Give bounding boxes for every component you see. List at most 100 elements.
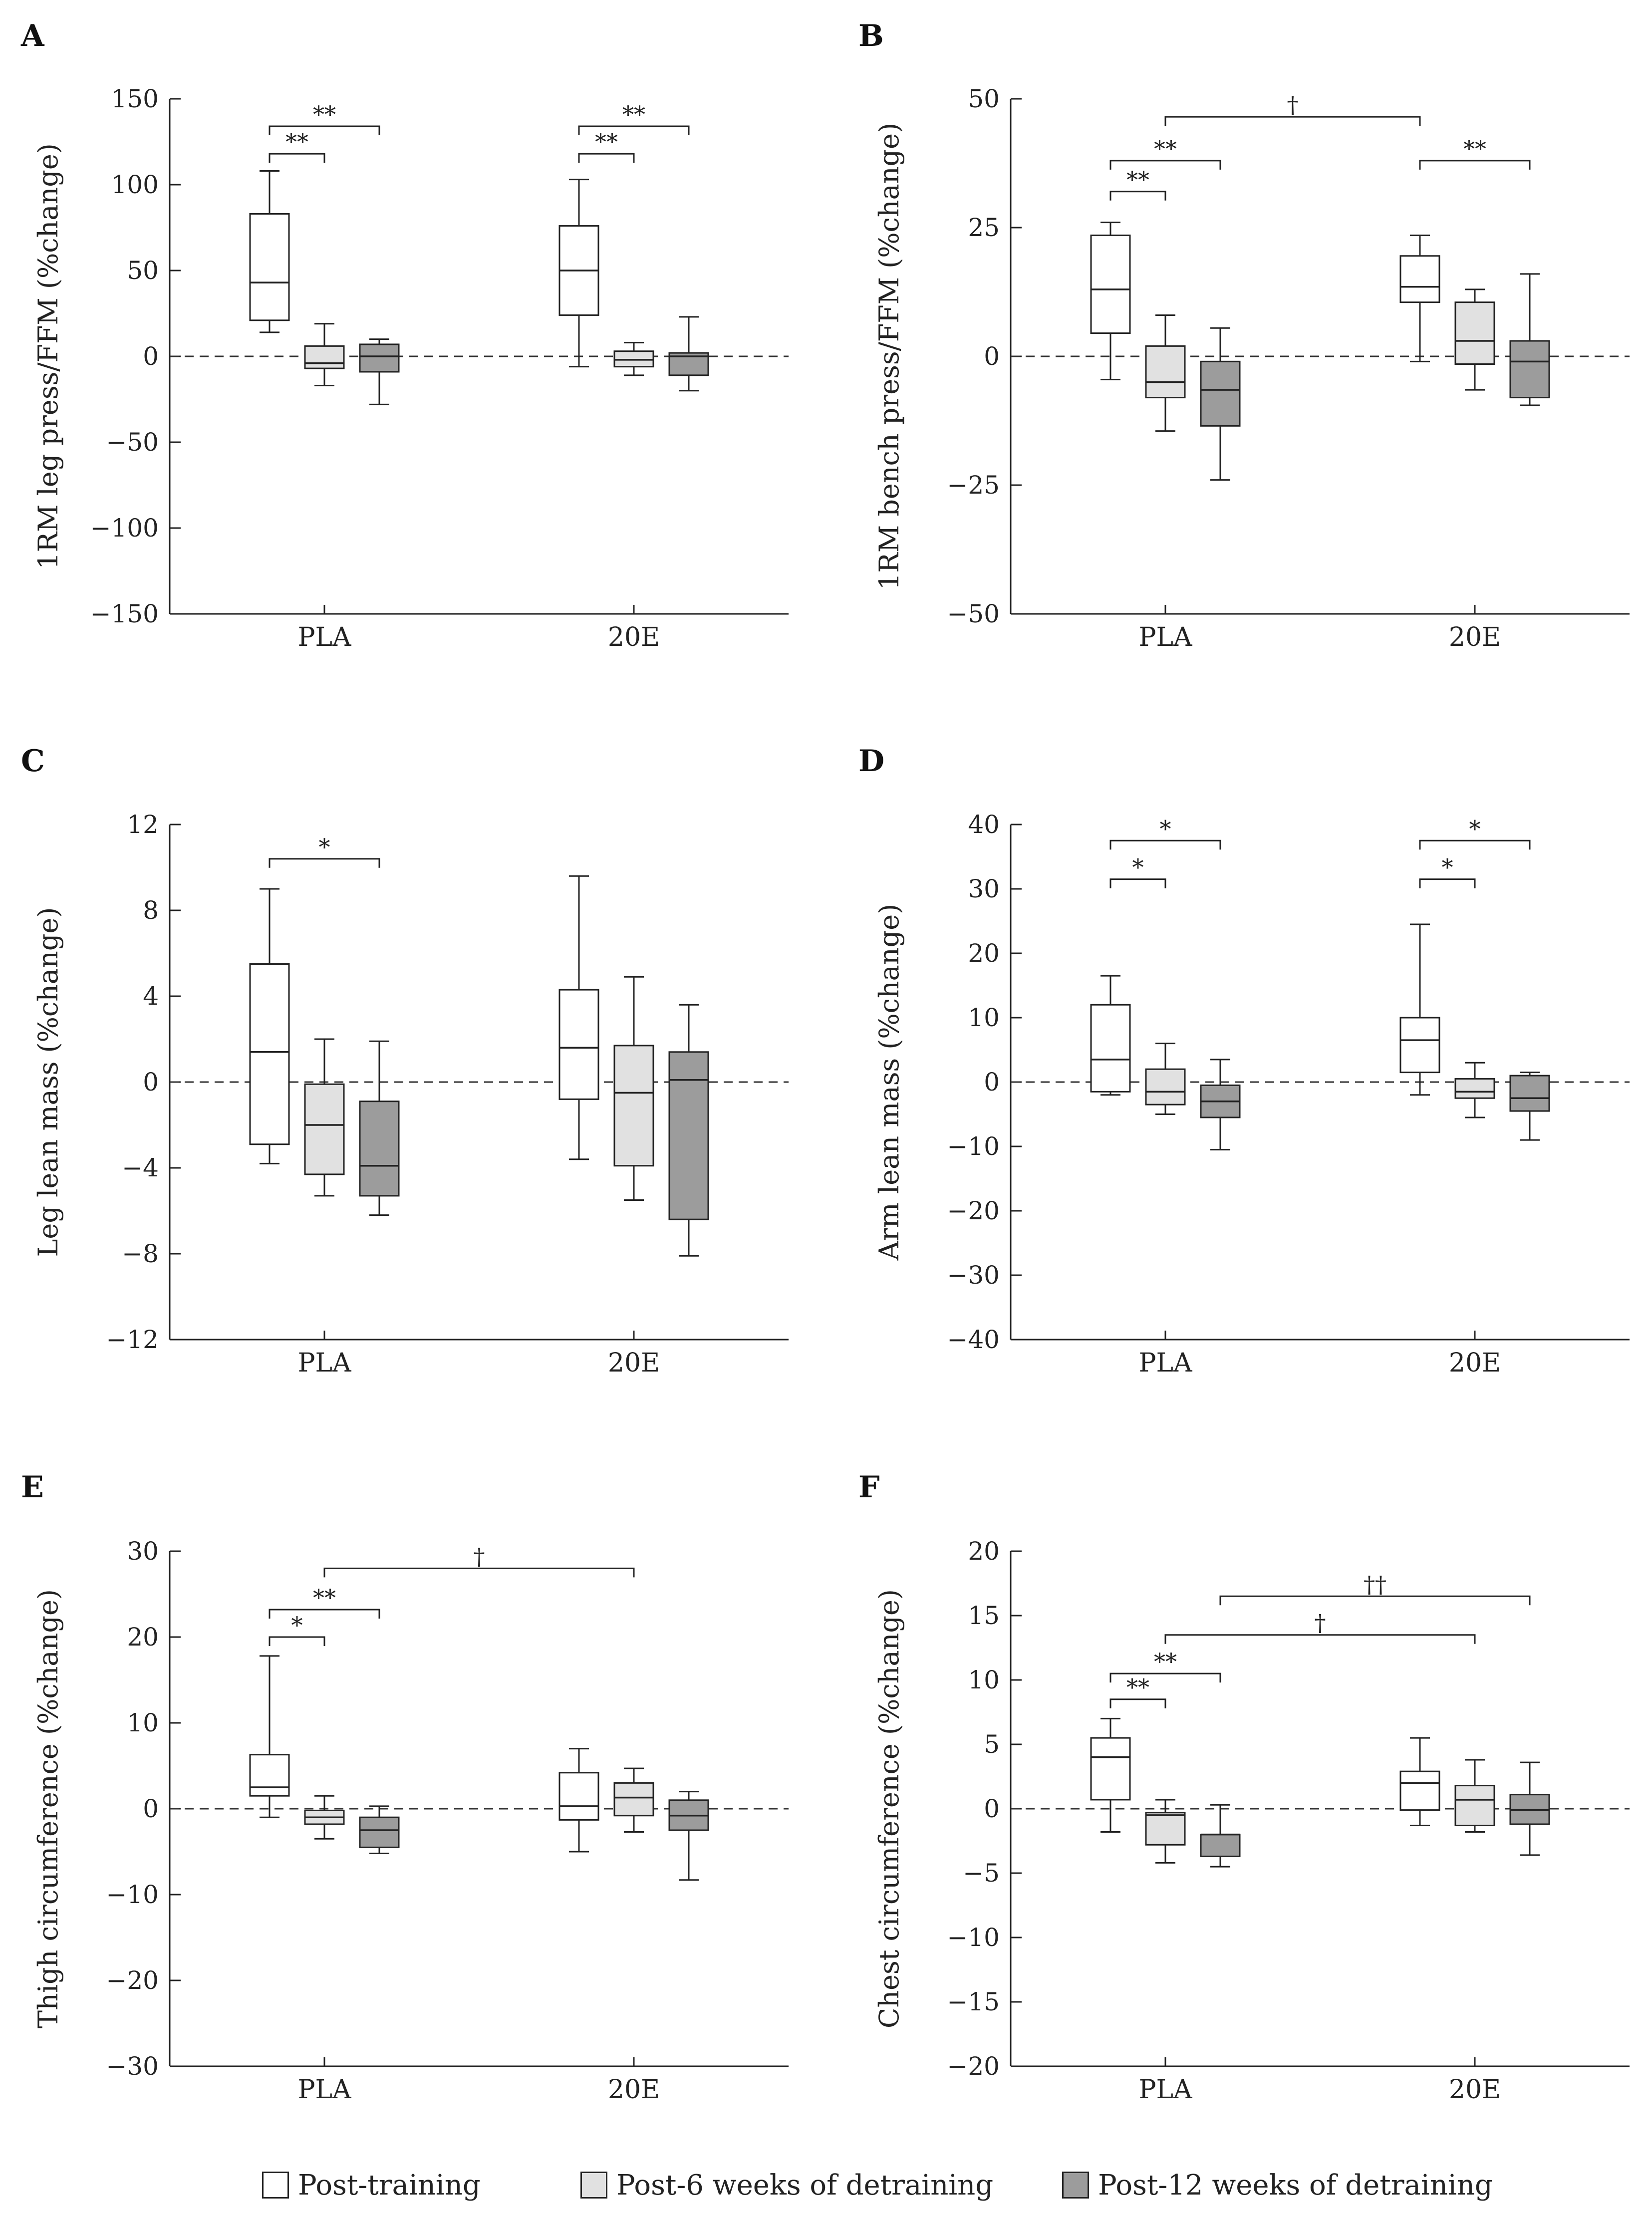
significance-label: ** — [313, 101, 336, 128]
significance-line — [1164, 1634, 1476, 1644]
box-20e-post-training — [558, 1748, 599, 1853]
panel-letter: A — [20, 18, 45, 53]
y-axis-label: 1RM leg press/FFM (%change) — [32, 143, 64, 569]
legend-item-post-12-weeks: Post-12 weeks of detraining — [1062, 2169, 1493, 2202]
legend-swatch-post-training — [262, 2172, 289, 2199]
y-tick-label: −10 — [947, 1132, 1000, 1161]
significance-bracket: * — [269, 1612, 325, 1646]
box-iqr — [359, 343, 400, 373]
box-iqr — [249, 963, 290, 1145]
significance-bracket: * — [269, 833, 380, 868]
box-iqr — [1145, 1812, 1186, 1846]
x-tick-label-pla: PLA — [297, 622, 352, 652]
significance-line — [269, 858, 380, 868]
y-axis-label: Chest circumference (%change) — [873, 1589, 905, 2028]
box-20e-post-12w — [668, 316, 709, 392]
significance-bracket: * — [1419, 815, 1531, 850]
significance-label: † — [474, 1543, 485, 1570]
box-iqr — [558, 989, 599, 1100]
box-pla-post-6w — [304, 1038, 345, 1197]
y-tick-label: −15 — [947, 1987, 1000, 2016]
significance-bracket: ** — [269, 128, 325, 163]
significance-label: ** — [285, 128, 308, 155]
significance-label: ** — [622, 101, 645, 128]
y-tick-label: 100 — [111, 170, 159, 199]
significance-bracket: † — [323, 1543, 635, 1578]
box-pla-post-6w — [304, 323, 345, 386]
y-tick-label: −25 — [947, 471, 1000, 500]
significance-bracket: * — [1109, 815, 1221, 850]
significance-bracket: * — [1419, 854, 1476, 888]
box-20e-post-6w — [1454, 288, 1495, 391]
box-iqr — [1200, 1834, 1241, 1857]
panel-d: D 40 30 20 10 0 −10 −20 −30 −40 Arm lean mass (%ch… — [858, 744, 1630, 1378]
box-iqr — [1509, 1075, 1550, 1112]
significance-line — [1109, 160, 1221, 170]
significance-bracket: †† — [1219, 1571, 1531, 1606]
y-tick-label: 20 — [968, 1537, 1000, 1566]
x-tick-label-20e: 20E — [1449, 2075, 1501, 2105]
y-tick-label: 40 — [968, 810, 1000, 839]
y-axis-label: 1RM bench press/FFM (%change) — [873, 123, 905, 590]
y-tick-label: −10 — [106, 1880, 159, 1909]
significance-line — [1109, 839, 1221, 850]
x-tick-label-20e: 20E — [1449, 1348, 1501, 1378]
box-20e-post-training — [1399, 1737, 1440, 1827]
y-tick-label: 5 — [984, 1730, 1000, 1759]
significance-label: ** — [1126, 1674, 1149, 1701]
box-20e-post-12w — [1509, 1072, 1550, 1141]
box-iqr — [1399, 1017, 1440, 1074]
x-tick-label-pla: PLA — [1138, 2075, 1193, 2105]
significance-label: * — [319, 833, 330, 860]
x-tick-label-20e: 20E — [608, 622, 660, 652]
y-tick-label: 50 — [968, 84, 1000, 113]
legend-label-post-6-weeks: Post-6 weeks of detraining — [616, 2169, 994, 2202]
significance-bracket: † — [1164, 91, 1421, 126]
legend-swatch-post-6-weeks — [580, 2172, 607, 2199]
y-tick-label: −20 — [947, 2052, 1000, 2081]
box-pla-post-training — [1090, 1717, 1131, 1833]
y-tick-label: −5 — [963, 1859, 1000, 1888]
panel-b: B 50 25 0 −25 −50 1RM bench press/FFM (%change… — [858, 18, 1630, 652]
y-tick-label: −20 — [947, 1196, 1000, 1225]
y-axis-label: Arm lean mass (%change) — [873, 904, 905, 1261]
box-pla-post-training — [249, 170, 290, 333]
y-tick-label: −100 — [90, 514, 159, 543]
significance-line — [1419, 839, 1531, 850]
y-axis-label: Leg lean mass (%change) — [32, 907, 64, 1257]
box-iqr — [359, 1101, 400, 1197]
box-20e-post-12w — [1509, 1761, 1550, 1856]
box-pla-post-training — [1090, 975, 1131, 1096]
box-pla-post-6w — [1145, 1799, 1186, 1864]
y-tick-label: 0 — [984, 1068, 1000, 1097]
y-tick-label: 20 — [127, 1623, 159, 1652]
y-tick-label: −30 — [106, 2052, 159, 2081]
y-tick-label: 30 — [968, 874, 1000, 903]
box-pla-post-12w — [1200, 327, 1241, 481]
significance-bracket: * — [1109, 854, 1166, 888]
y-tick-label: 150 — [111, 84, 159, 113]
box-iqr — [1509, 340, 1550, 399]
panel-f: F 20 15 10 5 0 −5 −10 −15 −20 Chest circumference … — [858, 1470, 1630, 2105]
box-iqr — [1145, 345, 1186, 399]
box-iqr — [1454, 1078, 1495, 1099]
legend-item-post-6-weeks: Post-6 weeks of detraining — [580, 2169, 994, 2202]
significance-label: * — [1160, 815, 1171, 842]
significance-bracket: ** — [578, 101, 690, 136]
box-pla-post-6w — [304, 1795, 345, 1840]
significance-bracket: † — [1164, 1610, 1476, 1644]
box-20e-post-12w — [1509, 273, 1550, 406]
significance-bracket: ** — [1109, 135, 1221, 170]
legend-label-post-training: Post-training — [298, 2169, 481, 2202]
significance-bracket: ** — [1109, 166, 1166, 201]
x-tick-label-pla: PLA — [297, 2075, 352, 2105]
box-iqr — [1399, 1770, 1440, 1811]
significance-bracket: ** — [1109, 1648, 1221, 1683]
box-pla-post-12w — [359, 1040, 400, 1216]
significance-line — [1109, 878, 1166, 888]
box-pla-post-6w — [1145, 1043, 1186, 1115]
y-tick-label: 10 — [968, 1665, 1000, 1694]
x-tick-label-20e: 20E — [1449, 622, 1501, 652]
y-tick-label: 15 — [968, 1601, 1000, 1630]
significance-line — [269, 1609, 380, 1619]
